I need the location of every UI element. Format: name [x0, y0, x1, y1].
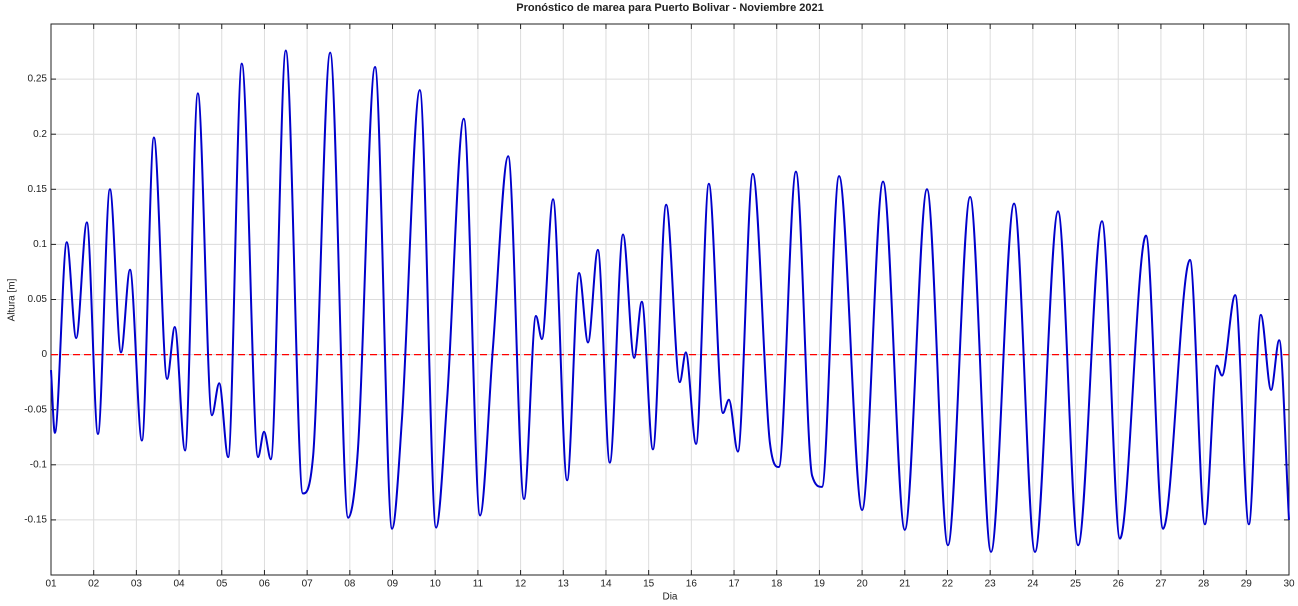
x-tick-label: 04: [174, 579, 186, 590]
x-tick-label: 22: [942, 579, 954, 590]
x-tick-label: 12: [515, 579, 527, 590]
y-tick-label: 0.15: [28, 184, 48, 195]
x-tick-label: 09: [387, 579, 399, 590]
y-tick-label: 0.05: [28, 294, 48, 305]
y-tick-label: 0.25: [28, 74, 48, 85]
chart-title: Pronóstico de marea para Puerto Bolivar …: [516, 2, 824, 14]
x-tick-label: 15: [643, 579, 655, 590]
x-tick-label: 19: [814, 579, 826, 590]
x-tick-label: 30: [1283, 579, 1295, 590]
y-tick-label: 0.1: [33, 239, 47, 250]
x-tick-label: 25: [1070, 579, 1082, 590]
x-tick-label: 03: [131, 579, 143, 590]
x-tick-label: 17: [728, 579, 740, 590]
x-tick-label: 27: [1155, 579, 1167, 590]
x-tick-label: 01: [45, 579, 57, 590]
x-tick-label: 02: [88, 579, 100, 590]
x-tick-label: 07: [302, 579, 314, 590]
x-tick-label: 11: [473, 579, 484, 590]
y-tick-label: 0.2: [33, 129, 47, 140]
x-tick-label: 13: [558, 579, 570, 590]
x-tick-label: 24: [1027, 579, 1039, 590]
x-tick-label: 23: [985, 579, 997, 590]
x-tick-label: 10: [430, 579, 442, 590]
x-tick-label: 06: [259, 579, 271, 590]
y-axis-label: Altura [m]: [7, 278, 18, 321]
plot-frame: [50, 23, 1290, 576]
y-tick-label: -0.05: [24, 404, 47, 415]
x-tick-label: 29: [1241, 579, 1253, 590]
y-tick-label: -0.1: [30, 459, 48, 470]
x-tick-label: 26: [1113, 579, 1125, 590]
x-tick-label: 05: [216, 579, 228, 590]
x-tick-label: 18: [771, 579, 783, 590]
x-tick-label: 16: [686, 579, 698, 590]
x-axis-label: Dia: [662, 592, 677, 603]
x-tick-label: 28: [1198, 579, 1210, 590]
x-tick-label: 21: [899, 579, 911, 590]
y-tick-label: -0.15: [24, 515, 47, 526]
x-tick-label: 20: [857, 579, 869, 590]
y-tick-label: 0: [41, 349, 47, 360]
tide-line: [50, 49, 1290, 553]
x-tick-label: 14: [600, 579, 612, 590]
x-tick-label: 08: [344, 579, 356, 590]
